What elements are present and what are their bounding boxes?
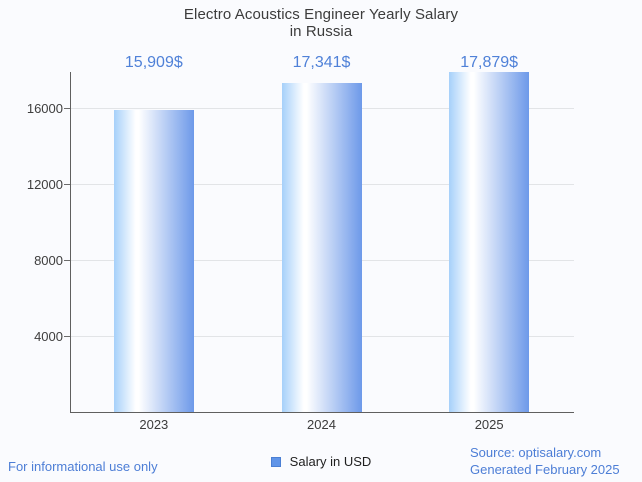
generated-date: Generated February 2025 xyxy=(470,461,620,477)
legend-label: Salary in USD xyxy=(289,454,372,469)
bar-value-label: 17,341$ xyxy=(292,54,351,71)
source-block: Source: optisalary.com Generated Februar… xyxy=(470,445,620,478)
bar[interactable] xyxy=(113,109,194,412)
x-axis-label: 2024 xyxy=(307,417,336,432)
chart-title: Electro Acoustics Engineer Yearly Salary… xyxy=(0,6,642,40)
source-link[interactable]: Source: optisalary.com xyxy=(470,445,602,460)
legend: Salary in USD xyxy=(0,454,642,469)
x-axis-line xyxy=(70,412,574,413)
bar-value-label: 17,879$ xyxy=(460,54,519,71)
y-axis-tick xyxy=(64,260,70,262)
y-axis-tick xyxy=(64,184,70,186)
y-axis-tick xyxy=(64,108,70,110)
y-axis-label: 8000 xyxy=(34,252,63,268)
disclaimer-note: For informational use only xyxy=(8,459,158,474)
chart-title-line1: Electro Acoustics Engineer Yearly Salary xyxy=(183,6,459,23)
chart-title-line2: in Russia xyxy=(289,23,353,40)
legend-swatch-icon xyxy=(270,456,281,467)
bar[interactable] xyxy=(281,82,362,412)
bar-value-label: 15,909$ xyxy=(124,54,183,71)
y-axis-label: 12000 xyxy=(26,176,63,192)
y-axis-label: 16000 xyxy=(26,100,63,116)
x-axis-label: 2023 xyxy=(139,417,169,432)
y-axis-tick xyxy=(64,336,70,338)
x-axis-label: 2025 xyxy=(474,417,504,432)
y-axis-label: 4000 xyxy=(34,328,63,344)
y-axis-line xyxy=(70,72,71,413)
bar[interactable] xyxy=(449,72,530,412)
